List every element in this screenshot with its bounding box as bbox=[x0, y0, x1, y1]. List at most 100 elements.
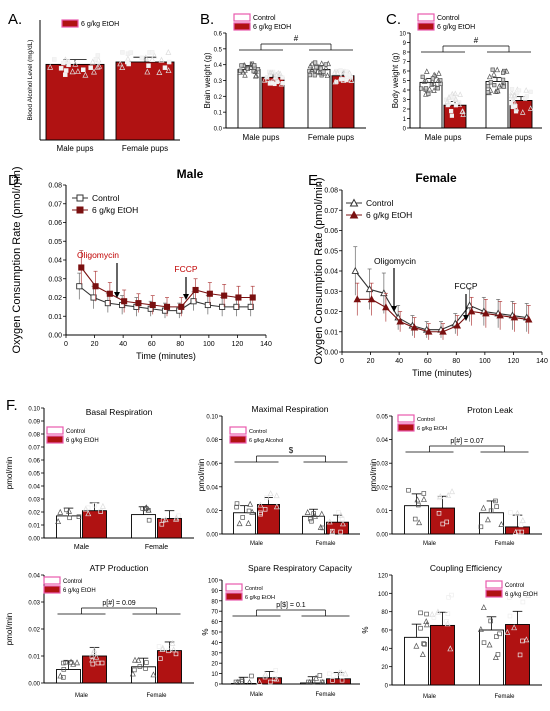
E-ytick-label: 0.01 bbox=[324, 329, 338, 336]
F3-point bbox=[416, 502, 421, 508]
C-ytick-label: 8 bbox=[403, 51, 407, 57]
D-point-1 bbox=[178, 303, 185, 310]
F5-legend-swatch-1 bbox=[225, 592, 243, 601]
F1-legend-swatch-0 bbox=[46, 426, 64, 435]
F2-point bbox=[338, 529, 343, 535]
B-point bbox=[269, 69, 275, 76]
F5-category-label: Female bbox=[315, 692, 336, 698]
F6-point bbox=[418, 625, 423, 631]
F4-point bbox=[159, 644, 166, 651]
B-ytick-label: 0.4 bbox=[214, 63, 223, 69]
F3-point bbox=[437, 493, 444, 500]
F6-ylabel: % bbox=[361, 626, 370, 633]
F2-point bbox=[267, 490, 274, 497]
B-point bbox=[313, 60, 318, 65]
F5-ytick-label: 30 bbox=[211, 651, 218, 657]
E-legend-label-1: 6 g/kg EtOH bbox=[366, 210, 412, 220]
F2-point bbox=[262, 507, 268, 512]
F3-ytick-label: 0.00 bbox=[376, 533, 388, 539]
F1-ytick-label: 0.02 bbox=[28, 511, 40, 517]
D-annotation-0: Oligomycin bbox=[77, 250, 119, 260]
C-point bbox=[513, 104, 518, 109]
F2-point bbox=[330, 528, 335, 534]
C-point bbox=[423, 77, 429, 84]
C-point bbox=[490, 67, 495, 72]
A-ylabel: Blood Alcohol Level (mg/dL) bbox=[27, 40, 34, 121]
F1-title: Basal Respiration bbox=[86, 407, 153, 417]
F2-point bbox=[264, 495, 269, 501]
A-point bbox=[93, 57, 99, 62]
C-legend-label-1: 6 g/kg EtOH bbox=[437, 24, 475, 31]
E-point-0 bbox=[380, 289, 388, 297]
F4-point bbox=[137, 664, 143, 669]
B-ytick-label: 0.5 bbox=[214, 47, 223, 53]
F3-point bbox=[493, 498, 498, 504]
A-bar-0-0 bbox=[45, 63, 105, 141]
F6-point bbox=[449, 592, 454, 598]
F2-title: Maximal Respiration bbox=[252, 404, 329, 414]
B-point bbox=[248, 63, 254, 70]
F2-ytick-label: 0.06 bbox=[206, 462, 218, 468]
D-point-0 bbox=[76, 283, 83, 290]
D-ytick-label: 0.00 bbox=[48, 333, 62, 340]
B-legend-label-1: 6 g/kg EtOH bbox=[253, 24, 291, 31]
F6-point bbox=[424, 611, 429, 617]
F4-ytick-label: 0.03 bbox=[28, 601, 40, 607]
A-legend-label-0: 6 g/kg EtOH bbox=[81, 21, 119, 28]
D-xtick-label: 120 bbox=[232, 341, 244, 348]
C-point bbox=[444, 98, 450, 105]
F6-point bbox=[486, 641, 493, 648]
F2-point bbox=[307, 516, 313, 522]
A-category-label: Female pups bbox=[122, 144, 168, 153]
C-point bbox=[511, 91, 518, 98]
F1-ytick-label: 0.04 bbox=[28, 485, 40, 491]
C-point bbox=[431, 87, 437, 94]
C-ytick-label: 9 bbox=[403, 41, 407, 47]
B-point bbox=[307, 68, 312, 74]
C-point bbox=[460, 108, 466, 114]
E-xtick-label: 60 bbox=[424, 358, 432, 365]
B-point bbox=[307, 72, 313, 78]
F3-point bbox=[440, 521, 446, 527]
F3-point bbox=[515, 529, 521, 535]
F1-legend-label-0: Control bbox=[66, 429, 85, 435]
F1-ytick-label: 0.06 bbox=[28, 459, 40, 465]
F4-point bbox=[169, 639, 176, 646]
F2-point bbox=[273, 503, 280, 510]
D-point-1 bbox=[221, 292, 228, 299]
F2-point bbox=[317, 523, 324, 530]
F6-ytick-label: 100 bbox=[378, 592, 389, 598]
F4-title: ATP Production bbox=[90, 563, 149, 573]
F6-point bbox=[431, 615, 437, 620]
B-point bbox=[323, 62, 328, 67]
C-point bbox=[495, 89, 500, 94]
B-point bbox=[312, 73, 317, 78]
E-legend-marker-0 bbox=[349, 198, 359, 207]
D-point-1 bbox=[121, 298, 128, 305]
B-ytick-label: 0.3 bbox=[214, 79, 223, 85]
F4-point bbox=[93, 653, 100, 660]
F4-legend-label-1: 6 g/kg EtOH bbox=[63, 588, 96, 594]
D-legend-label-0: Control bbox=[92, 193, 120, 203]
F2-point bbox=[304, 509, 311, 515]
E-ytick-label: 0.03 bbox=[324, 289, 338, 296]
F3-point bbox=[412, 516, 418, 522]
F1-ytick-label: 0.08 bbox=[28, 433, 40, 439]
C-point bbox=[488, 80, 493, 85]
E-ytick-label: 0.02 bbox=[324, 309, 338, 316]
A-category-label: Male pups bbox=[57, 144, 94, 153]
F3-point bbox=[449, 488, 456, 495]
B-point bbox=[321, 69, 326, 74]
A-point bbox=[139, 55, 145, 61]
B-point bbox=[252, 63, 257, 68]
D-title: Male bbox=[177, 167, 204, 181]
E-series-line-0 bbox=[354, 270, 527, 331]
F6-point bbox=[480, 604, 487, 611]
F5-point bbox=[249, 673, 254, 679]
F5-point bbox=[310, 679, 316, 685]
B-point bbox=[238, 68, 243, 73]
F2-point bbox=[329, 528, 336, 535]
F4-point bbox=[150, 671, 157, 678]
A-point bbox=[58, 66, 64, 71]
F3-point bbox=[518, 522, 524, 528]
